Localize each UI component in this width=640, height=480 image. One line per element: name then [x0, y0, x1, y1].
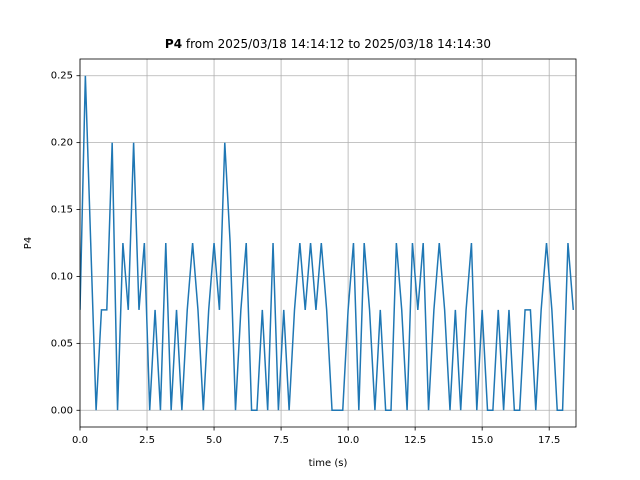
y-tick-label: 0.25: [51, 71, 73, 82]
y-axis-label: P4: [23, 237, 34, 249]
x-tick-label: 0.0: [72, 435, 88, 446]
data-line: [80, 75, 575, 412]
x-tick-label: 15.0: [471, 435, 493, 446]
y-tick-label: 0.15: [51, 205, 73, 216]
title-rest: from 2025/03/18 14:14:12 to 2025/03/18 1…: [186, 37, 491, 51]
y-tick-label: 0.10: [51, 271, 73, 282]
x-tick-label: 12.5: [404, 435, 426, 446]
x-axis-label: time (s): [309, 458, 348, 469]
y-tick-label: 0.00: [51, 405, 73, 416]
y-tick-label: 0.05: [51, 338, 73, 349]
x-tick-label: 7.5: [273, 435, 289, 446]
chart-title: P4 from 2025/03/18 14:14:12 to 2025/03/1…: [165, 37, 491, 51]
x-tick-label: 10.0: [337, 435, 359, 446]
title-bold: P4: [165, 37, 182, 51]
y-tick-label: 0.20: [51, 138, 73, 149]
plot-frame: [79, 58, 577, 428]
x-tick-label: 2.5: [139, 435, 155, 446]
x-tick-label: 17.5: [538, 435, 560, 446]
x-tick-label: 5.0: [206, 435, 222, 446]
